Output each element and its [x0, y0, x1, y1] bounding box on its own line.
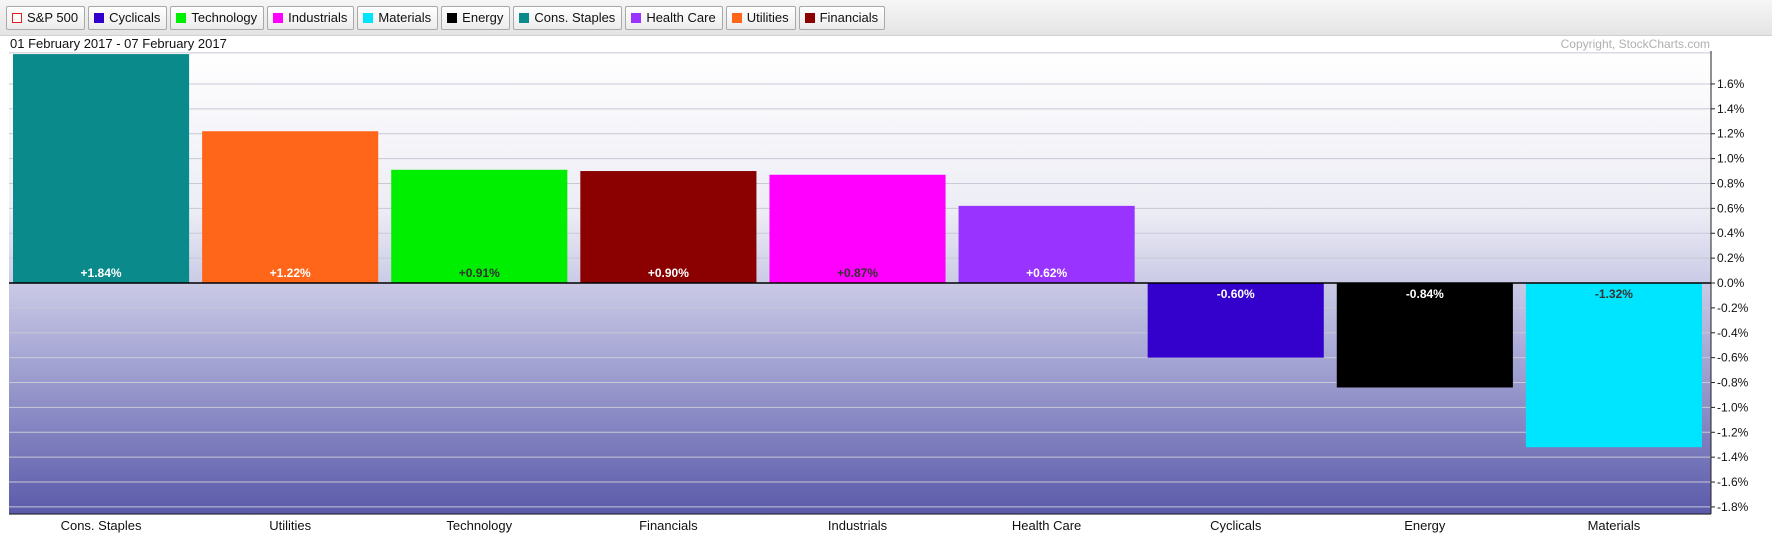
y-tick-label: -1.6%	[1717, 475, 1749, 489]
legend-swatch	[731, 12, 742, 23]
bar-value-label: +1.84%	[81, 266, 122, 280]
bar	[1336, 283, 1513, 388]
category-label: Cons. Staples	[61, 518, 142, 533]
legend-label: S&P 500	[27, 10, 79, 25]
legend-button-energy[interactable]: Energy	[441, 5, 511, 30]
legend-swatch	[12, 12, 22, 23]
category-label: Materials	[1588, 518, 1641, 533]
category-label: Energy	[1404, 518, 1446, 533]
legend-swatch	[631, 12, 642, 23]
legend-button-materials[interactable]: Materials	[357, 5, 439, 30]
y-tick-label: -1.8%	[1717, 500, 1749, 514]
bar	[1147, 283, 1324, 358]
legend-button-cons-staples[interactable]: Cons. Staples	[513, 5, 623, 30]
bar	[391, 169, 568, 283]
y-tick-label: 1.0%	[1717, 152, 1745, 166]
legend-label: Cons. Staples	[534, 10, 616, 25]
y-tick-label: -1.0%	[1717, 400, 1749, 414]
bar	[580, 171, 757, 283]
bar	[958, 205, 1135, 283]
y-tick-label: 0.0%	[1717, 276, 1745, 290]
bar-value-label: +0.87%	[837, 266, 878, 280]
legend-swatch	[94, 12, 105, 23]
category-label: Utilities	[269, 518, 311, 533]
bar	[13, 54, 190, 283]
category-label: Industrials	[828, 518, 888, 533]
category-label: Financials	[639, 518, 698, 533]
y-tick-label: -0.6%	[1717, 351, 1749, 365]
legend-label: Industrials	[288, 10, 348, 25]
legend-swatch	[519, 12, 530, 23]
bar-value-label: +1.22%	[270, 266, 311, 280]
bar	[769, 174, 946, 283]
legend-button-cyclicals[interactable]: Cyclicals	[88, 5, 168, 30]
y-tick-label: 0.6%	[1717, 201, 1745, 215]
bar-value-label: +0.91%	[459, 266, 500, 280]
legend-label: Energy	[462, 10, 504, 25]
y-tick-label: 1.2%	[1717, 127, 1745, 141]
category-label: Technology	[446, 518, 512, 533]
legend-swatch	[447, 12, 458, 23]
legend-label: Materials	[378, 10, 432, 25]
bar-value-label: +0.90%	[648, 266, 689, 280]
bar-value-label: -0.60%	[1217, 287, 1255, 301]
y-tick-label: -1.4%	[1717, 450, 1749, 464]
legend-label: Cyclicals	[109, 10, 161, 25]
category-label: Cyclicals	[1210, 518, 1262, 533]
y-tick-label: 0.2%	[1717, 251, 1745, 265]
y-tick-label: -0.2%	[1717, 301, 1749, 315]
y-tick-label: -0.4%	[1717, 326, 1749, 340]
bar	[202, 131, 379, 283]
y-tick-label: -0.8%	[1717, 376, 1749, 390]
y-tick-label: 1.4%	[1717, 102, 1745, 116]
date-range: 01 February 2017 - 07 February 2017	[10, 36, 227, 51]
bar-value-label: +0.62%	[1026, 266, 1067, 280]
legend-button-health-care[interactable]: Health Care	[625, 5, 723, 30]
legend-button-s-p-500[interactable]: S&P 500	[6, 5, 86, 30]
legend-label: Financials	[819, 10, 879, 25]
legend-label: Utilities	[746, 10, 789, 25]
legend-swatch	[176, 12, 187, 23]
y-tick-label: 1.6%	[1717, 77, 1745, 91]
legend-button-technology[interactable]: Technology	[170, 5, 265, 30]
legend-label: Technology	[191, 10, 258, 25]
legend-swatch	[804, 12, 815, 23]
bar-value-label: -0.84%	[1406, 287, 1444, 301]
y-tick-label: 0.8%	[1717, 176, 1745, 190]
category-label: Health Care	[1012, 518, 1081, 533]
y-tick-label: 0.4%	[1717, 226, 1745, 240]
legend-swatch	[273, 12, 284, 23]
legend-swatch	[363, 12, 374, 23]
legend-button-utilities[interactable]: Utilities	[725, 5, 796, 30]
legend-bar: S&P 500 Cyclicals Technology Industrials Mat…	[0, 0, 1772, 36]
bar	[1525, 283, 1702, 448]
copyright-notice: Copyright, StockCharts.com	[1560, 37, 1710, 51]
bar-value-label: -1.32%	[1595, 287, 1633, 301]
y-tick-label: -1.2%	[1717, 425, 1749, 439]
legend-button-industrials[interactable]: Industrials	[267, 5, 355, 30]
legend-button-financials[interactable]: Financials	[798, 5, 886, 30]
legend-label: Health Care	[646, 10, 716, 25]
